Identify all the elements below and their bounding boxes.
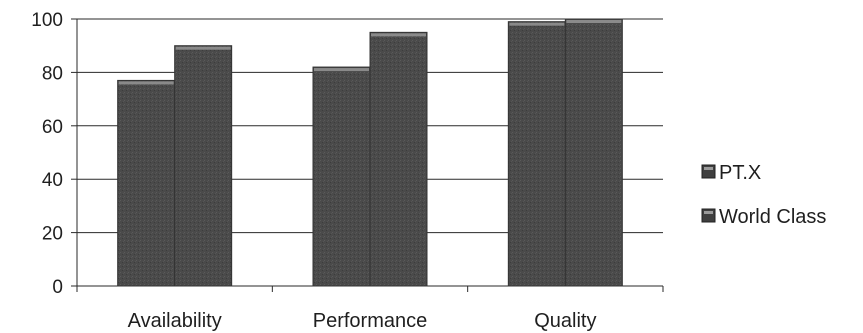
y-tick-label: 20 — [42, 224, 63, 245]
y-tick-label: 100 — [31, 10, 63, 31]
legend-label: World Class — [719, 206, 826, 228]
legend: PT.X World Class — [701, 162, 826, 228]
x-tick-label: Quality — [534, 310, 596, 332]
y-tick-label: 80 — [42, 63, 63, 84]
bar-top-highlight — [566, 20, 622, 23]
x-tick-label: Performance — [313, 310, 428, 332]
bar-pt-x-performance — [312, 66, 371, 287]
legend-label: PT.X — [719, 162, 761, 184]
bar-world-class-quality — [564, 18, 623, 287]
axis-labels: 0 20 40 60 80 100 Availability Performance Quali… — [31, 10, 596, 332]
bar-top-highlight — [118, 81, 174, 85]
legend-swatch — [701, 164, 716, 179]
bars — [117, 18, 623, 287]
bar-world-class-performance — [369, 31, 428, 287]
bar-top-highlight — [314, 68, 369, 72]
y-tick-label: 40 — [42, 170, 63, 191]
bar-pt-x-quality — [507, 21, 566, 287]
bar-top-highlight — [175, 46, 231, 50]
bar-top-highlight — [371, 33, 426, 37]
legend-swatch-highlight — [704, 167, 713, 170]
x-tick-label: Availability — [128, 310, 222, 332]
y-tick-label: 60 — [42, 117, 63, 138]
bar-top-highlight — [509, 22, 565, 26]
bar-world-class-availability — [174, 45, 233, 287]
y-tick-label: 0 — [52, 277, 63, 298]
legend-swatch-highlight — [704, 211, 713, 214]
legend-swatch — [701, 208, 716, 223]
bar-pt-x-availability — [117, 79, 176, 287]
